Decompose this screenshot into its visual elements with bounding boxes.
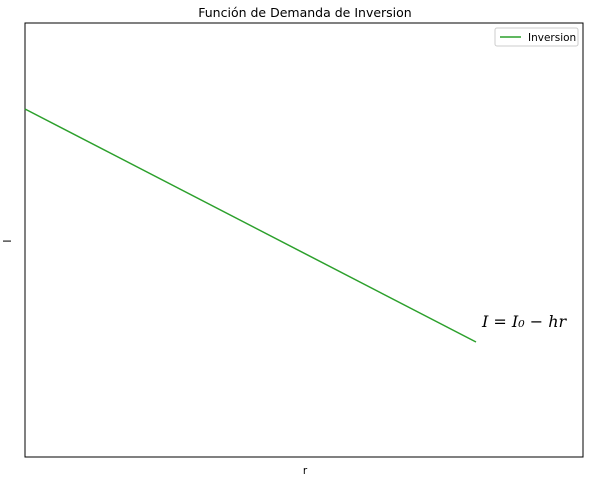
series-line-inversion bbox=[24, 108, 477, 343]
legend-label-inversion: Inversion bbox=[528, 32, 576, 44]
series-layer bbox=[24, 108, 477, 343]
y-axis-label: I bbox=[2, 239, 14, 242]
plot-area bbox=[24, 22, 584, 458]
chart-title: Función de Demanda de Inversion bbox=[198, 5, 411, 20]
legend-box bbox=[494, 27, 579, 47]
annotation-formula-text: I = I₀ − hr bbox=[481, 312, 568, 331]
x-axis-label: r bbox=[303, 465, 308, 477]
annotation-formula: I = I₀ − hr bbox=[481, 312, 568, 331]
legend: Inversion bbox=[494, 27, 579, 47]
